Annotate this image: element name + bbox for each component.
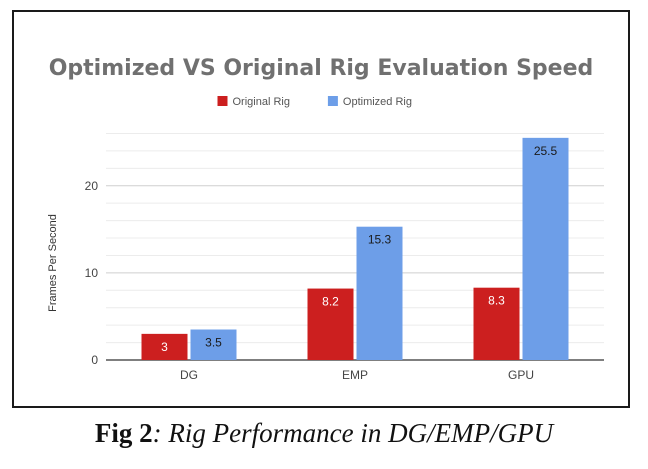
bars: 3 3.5 8.2 15.3 8.3 25.5 <box>141 137 569 360</box>
bar-value-label: 3 <box>161 340 168 354</box>
gridlines <box>106 132 604 361</box>
y-tick-label: 20 <box>85 179 99 193</box>
legend-swatch <box>327 96 338 106</box>
bar-value-label: 8.3 <box>488 294 505 308</box>
y-axis-label: Frames Per Second <box>47 214 59 312</box>
bar-value-label: 25.5 <box>534 144 558 158</box>
bar <box>522 137 569 360</box>
bar-value-label: 15.3 <box>368 233 392 247</box>
chart-frame: Optimized VS Original Rig Evaluation Spe… <box>12 10 630 408</box>
bar <box>473 287 520 360</box>
x-tick-labels: DG EMP GPU <box>180 368 534 382</box>
y-tick-labels: 0 10 20 <box>85 179 99 367</box>
bar <box>141 333 188 360</box>
x-tick-label: EMP <box>342 368 368 382</box>
x-tick-label: GPU <box>508 368 534 382</box>
y-tick-label: 10 <box>85 266 99 280</box>
chart-title: Optimized VS Original Rig Evaluation Spe… <box>49 56 594 81</box>
caption-text: : Rig Performance in DG/EMP/GPU <box>152 418 554 448</box>
bar-value-label: 3.5 <box>205 336 222 350</box>
legend-label: Original Rig <box>233 96 290 108</box>
legend-label: Optimized Rig <box>343 96 412 108</box>
x-tick-label: DG <box>180 368 198 382</box>
figure-caption: Fig 2: Rig Performance in DG/EMP/GPU <box>0 418 648 449</box>
bar-value-label: 8.2 <box>322 295 339 309</box>
bar <box>190 329 237 360</box>
legend-swatch <box>217 96 228 106</box>
caption-lead: Fig 2 <box>94 418 153 448</box>
bar-chart: Optimized VS Original Rig Evaluation Spe… <box>47 56 604 382</box>
bar <box>356 226 403 360</box>
legend: Original Rig Optimized Rig <box>217 96 412 108</box>
bar <box>307 288 354 360</box>
y-tick-label: 0 <box>91 353 98 367</box>
